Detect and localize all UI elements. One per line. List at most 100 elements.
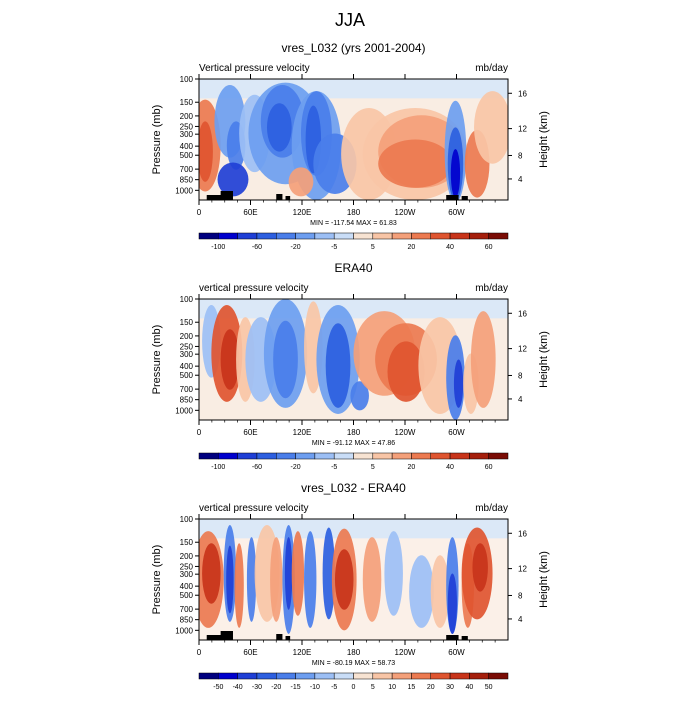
x-tick-label: 60E — [243, 428, 257, 437]
colorbar-label: 20 — [408, 464, 416, 471]
colorbar-label: 10 — [388, 684, 396, 691]
colorbar-swatch — [237, 232, 258, 240]
colorbar-swatch — [469, 232, 489, 240]
colorbar-swatch — [411, 232, 431, 240]
colorbar-swatch — [391, 672, 412, 680]
velocity-field — [199, 299, 508, 420]
colorbar-swatch — [256, 672, 277, 680]
y-axis-label: Pressure (mb) — [151, 105, 163, 175]
pressure-tick-label: 700 — [180, 165, 194, 174]
x-tick-label: 120E — [293, 648, 312, 657]
colorbar-swatch — [449, 452, 470, 460]
pressure-tick-label: 300 — [180, 570, 194, 579]
colorbar-label: 5 — [371, 244, 375, 251]
contour-blob — [325, 323, 351, 408]
pressure-tick-label: 150 — [180, 98, 194, 107]
pressure-tick-label: 700 — [180, 385, 194, 394]
contour-blob — [291, 531, 305, 616]
colorbar-label: 5 — [371, 684, 375, 691]
colorbar-swatch — [372, 452, 393, 460]
contour-blob — [304, 531, 317, 628]
colorbar-swatch — [488, 452, 509, 460]
colorbar-swatch — [314, 672, 335, 680]
y-axis-right-label: Height (km) — [538, 111, 550, 168]
height-tick-label: 16 — [518, 529, 527, 538]
height-tick-label: 12 — [518, 125, 527, 134]
colorbar-label: 30 — [446, 684, 454, 691]
x-tick-label: 120E — [293, 208, 312, 217]
colorbar-swatch — [449, 672, 470, 680]
colorbar-label: -20 — [291, 464, 301, 471]
height-tick-label: 12 — [518, 565, 527, 574]
pressure-tick-label: 1000 — [175, 626, 193, 635]
pressure-tick-label: 200 — [180, 552, 194, 561]
topography-mask — [220, 191, 233, 200]
height-tick-label: 4 — [518, 615, 523, 624]
panel-title: vres_L032 (yrs 2001-2004) — [281, 41, 425, 55]
colorbar-label: -100 — [211, 244, 225, 251]
contour-blob — [430, 555, 450, 628]
pressure-tick-label: 100 — [180, 75, 194, 84]
contour-blob — [284, 537, 293, 610]
pressure-tick-label: 250 — [180, 342, 194, 351]
pressure-tick-label: 400 — [180, 142, 194, 151]
contour-blob — [350, 381, 369, 411]
y-axis-right-label: Height (km) — [538, 331, 550, 388]
contour-blob — [362, 537, 382, 622]
colorbar-swatch — [256, 232, 277, 240]
x-tick-label: 180 — [347, 208, 361, 217]
contour-blob — [202, 543, 221, 604]
contour-blob — [322, 527, 335, 620]
colorbar-swatch — [488, 672, 509, 680]
colorbar-swatch — [372, 672, 393, 680]
colorbar-swatch — [449, 232, 470, 240]
colorbar-swatch — [276, 672, 296, 680]
contour-blob — [226, 545, 234, 614]
pressure-tick-label: 1000 — [175, 186, 193, 195]
pressure-tick-label: 100 — [180, 515, 194, 524]
colorbar-label: -60 — [252, 244, 262, 251]
contour-blob — [273, 320, 298, 399]
y-axis-label: Pressure (mb) — [151, 545, 163, 615]
colorbar-swatch — [488, 232, 509, 240]
colorbar-label: -5 — [331, 244, 337, 251]
colorbar-swatch — [314, 452, 335, 460]
pressure-tick-label: 300 — [180, 350, 194, 359]
pressure-tick-label: 850 — [180, 616, 194, 625]
contour-blob — [474, 91, 508, 164]
colorbar-swatch — [198, 672, 219, 680]
colorbar-label: -20 — [291, 244, 301, 251]
contour-blob — [234, 543, 244, 628]
contour-blob — [334, 549, 354, 610]
colorbar-swatch — [237, 452, 258, 460]
colorbar-swatch — [295, 232, 316, 240]
pressure-tick-label: 150 — [180, 318, 194, 327]
pressure-tick-label: 400 — [180, 582, 194, 591]
contour-blob — [447, 573, 458, 634]
topography-mask — [285, 196, 291, 200]
topography-mask — [206, 195, 226, 200]
min-max-stats: MIN = -80.19 MAX = 58.73 — [312, 660, 395, 667]
contour-blob — [217, 162, 249, 197]
topography-mask — [461, 636, 468, 640]
panel-2: ERA40 vertical pressure velocity mb/day 100… — [151, 261, 550, 471]
x-tick-label: 60W — [448, 428, 465, 437]
colorbar-swatch — [237, 672, 258, 680]
topography-mask — [276, 194, 283, 200]
min-max-stats: MIN = -91.12 MAX = 47.86 — [312, 440, 395, 447]
colorbar-label: -100 — [211, 464, 225, 471]
pressure-tick-label: 150 — [180, 538, 194, 547]
colorbar-label: -5 — [331, 684, 337, 691]
pressure-tick-label: 500 — [180, 371, 194, 380]
contour-blob — [199, 121, 213, 182]
y-axis-label: Pressure (mb) — [151, 325, 163, 395]
colorbar-swatch — [469, 452, 489, 460]
x-tick-label: 0 — [197, 648, 202, 657]
colorbar-label: 40 — [446, 244, 454, 251]
colorbar-swatch — [198, 232, 219, 240]
colorbar-swatch — [314, 232, 335, 240]
colorbar-label: 40 — [465, 684, 473, 691]
colorbar-swatch — [372, 232, 393, 240]
colorbar-swatch — [333, 452, 354, 460]
pressure-tick-label: 850 — [180, 176, 194, 185]
